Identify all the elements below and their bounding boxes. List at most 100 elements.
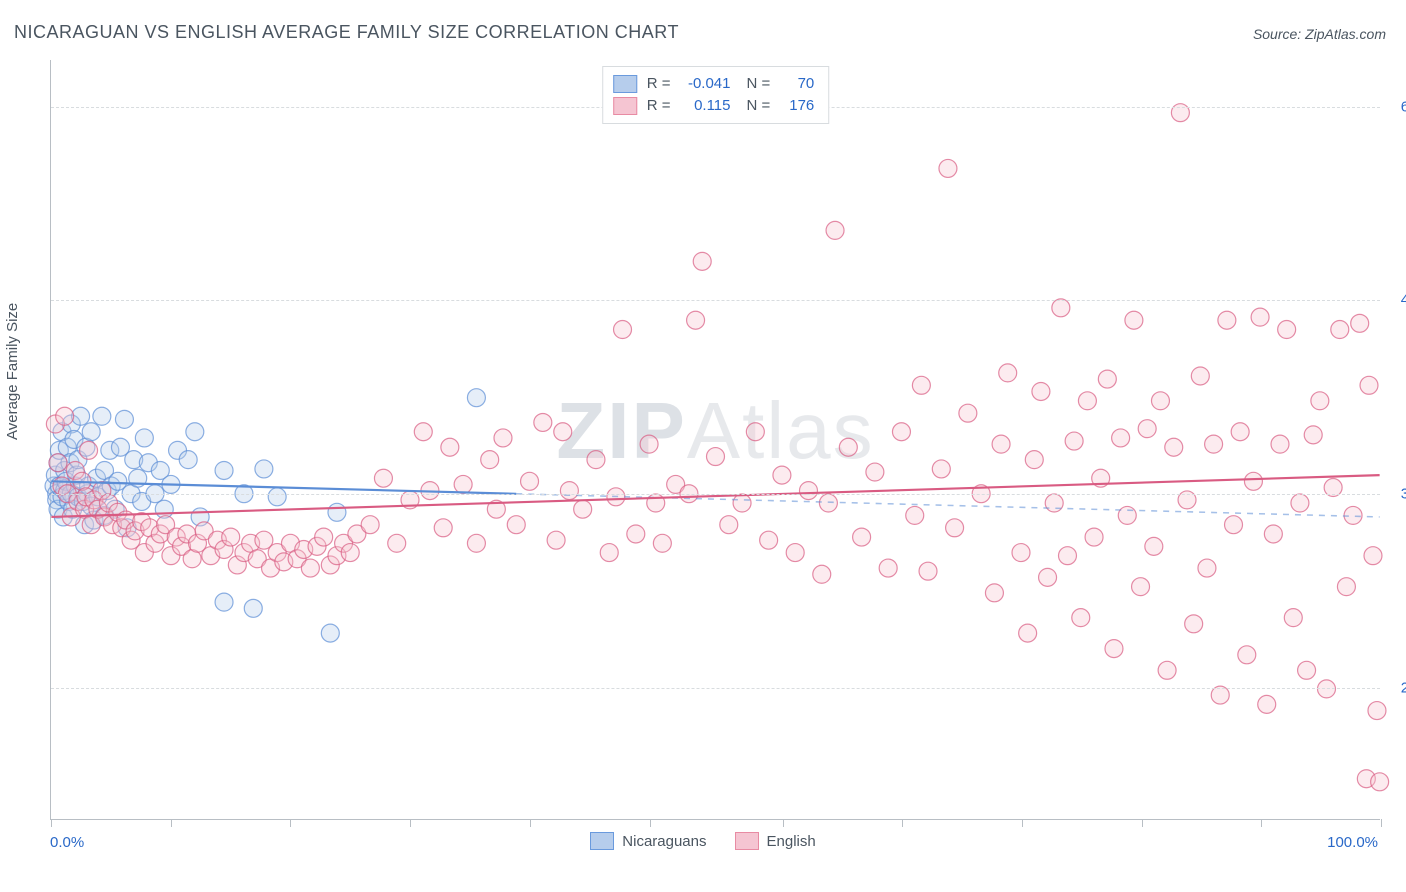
y-tick-label: 4.75 <box>1384 292 1406 309</box>
data-point <box>1025 451 1043 469</box>
data-point <box>1165 438 1183 456</box>
data-point <box>1098 370 1116 388</box>
data-point <box>853 528 871 546</box>
data-point <box>879 559 897 577</box>
data-point <box>1331 321 1349 339</box>
data-point <box>467 534 485 552</box>
r-label: R = <box>647 95 671 117</box>
data-point <box>554 423 572 441</box>
data-point <box>1138 420 1156 438</box>
data-point <box>49 454 67 472</box>
data-point <box>1304 426 1322 444</box>
data-point <box>1278 321 1296 339</box>
data-point <box>72 407 90 425</box>
r-value: -0.041 <box>681 73 731 95</box>
data-point <box>1012 544 1030 562</box>
x-tick <box>530 819 531 827</box>
data-point <box>1311 392 1329 410</box>
x-tick <box>1142 819 1143 827</box>
data-point <box>93 407 111 425</box>
data-point <box>707 448 725 466</box>
data-point <box>1151 392 1169 410</box>
scatter-svg <box>51 60 1380 819</box>
data-point <box>919 562 937 580</box>
gridline <box>51 688 1380 689</box>
data-point <box>1125 311 1143 329</box>
data-point <box>441 438 459 456</box>
gridline <box>51 494 1380 495</box>
data-point <box>1185 615 1203 633</box>
data-point <box>653 534 671 552</box>
data-point <box>892 423 910 441</box>
data-point <box>1039 568 1057 586</box>
n-value: 176 <box>780 95 814 117</box>
series-legend: Nicaraguans English <box>0 832 1406 854</box>
data-point <box>268 488 286 506</box>
data-point <box>1225 516 1243 534</box>
data-point <box>799 482 817 500</box>
data-point <box>1198 559 1216 577</box>
x-tick <box>171 819 172 827</box>
gridline <box>51 300 1380 301</box>
data-point <box>1132 578 1150 596</box>
data-point <box>1364 547 1382 565</box>
data-point <box>1078 392 1096 410</box>
data-point <box>82 423 100 441</box>
data-point <box>1231 423 1249 441</box>
r-value: 0.115 <box>681 95 731 117</box>
data-point <box>1337 578 1355 596</box>
data-point <box>115 410 133 428</box>
plot-area: ZIPAtlas R =-0.041N =70R =0.115N =176 2.… <box>50 60 1380 820</box>
data-point <box>1065 432 1083 450</box>
data-point <box>179 451 197 469</box>
chart-title: NICARAGUAN VS ENGLISH AVERAGE FAMILY SIZ… <box>14 22 679 43</box>
data-point <box>547 531 565 549</box>
data-point <box>321 624 339 642</box>
data-point <box>454 475 472 493</box>
data-point <box>301 559 319 577</box>
data-point <box>467 389 485 407</box>
y-axis-title: Average Family Size <box>4 303 21 440</box>
data-point <box>222 528 240 546</box>
data-point <box>1218 311 1236 329</box>
correlation-legend: R =-0.041N =70R = 0.115 N = 176 <box>602 66 830 124</box>
legend-label: English <box>767 833 816 850</box>
data-point <box>946 519 964 537</box>
data-point <box>1019 624 1037 642</box>
legend-item: English <box>735 832 816 850</box>
data-point <box>1271 435 1289 453</box>
n-label: N = <box>747 95 771 117</box>
source-prefix: Source: <box>1253 26 1305 42</box>
legend-row: R =-0.041N =70 <box>613 73 815 95</box>
data-point <box>1284 609 1302 627</box>
legend-label: Nicaraguans <box>622 833 706 850</box>
data-point <box>932 460 950 478</box>
data-point <box>866 463 884 481</box>
data-point <box>1238 646 1256 664</box>
y-tick-label: 3.50 <box>1384 486 1406 503</box>
legend-swatch <box>613 97 637 115</box>
data-point <box>985 584 1003 602</box>
legend-swatch <box>735 832 759 850</box>
data-point <box>1244 472 1262 490</box>
data-point <box>1291 494 1309 512</box>
data-point <box>361 516 379 534</box>
data-point <box>939 159 957 177</box>
data-point <box>1368 702 1386 720</box>
x-tick <box>1022 819 1023 827</box>
data-point <box>733 494 751 512</box>
data-point <box>813 565 831 583</box>
data-point <box>341 544 359 562</box>
data-point <box>826 221 844 239</box>
x-tick <box>783 819 784 827</box>
data-point <box>135 429 153 447</box>
data-point <box>328 503 346 521</box>
data-point <box>374 469 392 487</box>
data-point <box>587 451 605 469</box>
data-point <box>1118 506 1136 524</box>
n-value: 70 <box>780 73 814 95</box>
data-point <box>1145 537 1163 555</box>
data-point <box>687 311 705 329</box>
data-point <box>640 435 658 453</box>
data-point <box>600 544 618 562</box>
